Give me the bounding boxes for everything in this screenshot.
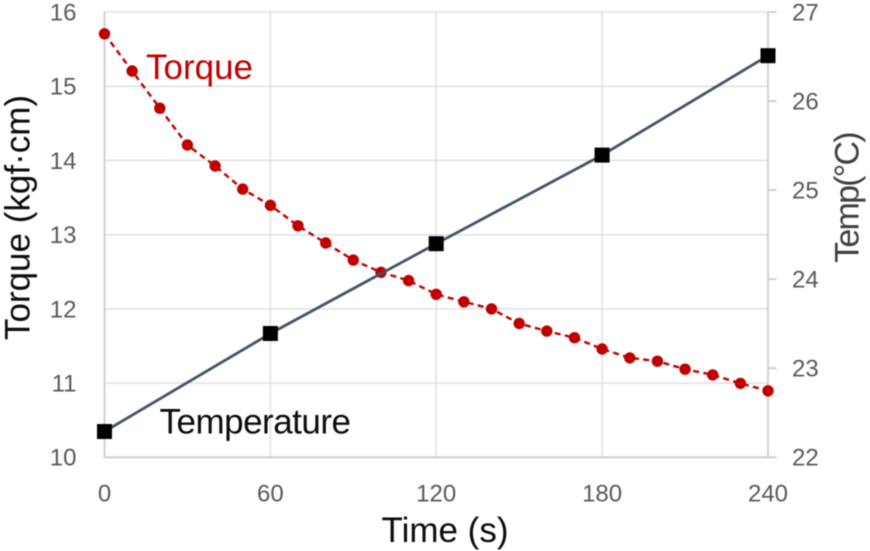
svg-text:240: 240 bbox=[748, 481, 788, 508]
svg-text:Torque (kgf·cm): Torque (kgf·cm) bbox=[0, 95, 38, 340]
svg-text:13: 13 bbox=[50, 222, 77, 249]
svg-text:15: 15 bbox=[50, 74, 77, 101]
svg-text:26: 26 bbox=[792, 89, 819, 116]
svg-text:Temperature: Temperature bbox=[160, 403, 351, 442]
svg-text:60: 60 bbox=[257, 481, 284, 508]
svg-text:120: 120 bbox=[416, 481, 456, 508]
svg-text:16: 16 bbox=[50, 0, 77, 26]
svg-text:180: 180 bbox=[582, 481, 622, 508]
svg-text:27: 27 bbox=[792, 0, 819, 26]
svg-text:Temp(°C): Temp(°C) bbox=[829, 133, 867, 263]
svg-text:24: 24 bbox=[792, 267, 819, 294]
svg-text:25: 25 bbox=[792, 178, 819, 205]
svg-text:10: 10 bbox=[50, 445, 77, 472]
svg-text:12: 12 bbox=[50, 296, 77, 323]
svg-text:14: 14 bbox=[50, 148, 77, 175]
svg-text:23: 23 bbox=[792, 356, 819, 383]
svg-text:0: 0 bbox=[98, 481, 111, 508]
svg-text:Torque: Torque bbox=[146, 48, 253, 87]
svg-text:Time (s): Time (s) bbox=[381, 511, 508, 550]
svg-text:22: 22 bbox=[792, 445, 819, 472]
svg-text:11: 11 bbox=[52, 371, 77, 398]
